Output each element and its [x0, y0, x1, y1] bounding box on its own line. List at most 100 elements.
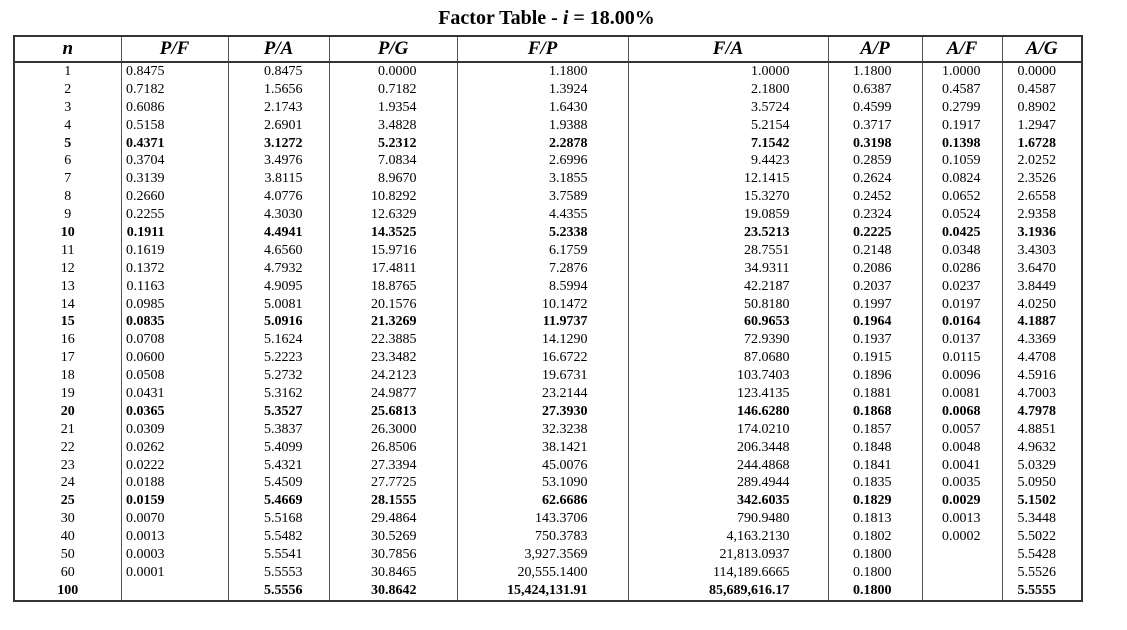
cell-f-a: 289.4944: [628, 474, 829, 493]
cell-a-g: 5.0329: [1017, 457, 1057, 473]
cell-p-g: 24.2123: [329, 367, 458, 386]
cell-n: 20: [14, 402, 122, 421]
cell-p-a: 5.3527: [228, 402, 330, 421]
cell-f-p: 2.2878: [457, 134, 629, 153]
cell-a-p: 0.1829: [828, 492, 923, 511]
cell-f-a: 23.5213: [628, 224, 829, 242]
cell-p-f: 0.1163: [121, 277, 229, 296]
cell-p-f: 0.2660: [121, 188, 229, 207]
cell-a-f: 0.0013: [922, 510, 1003, 529]
cell-a-f: 0.1917: [922, 116, 1003, 135]
cell-p-g: 18.8765: [329, 277, 458, 296]
cell-f-p: 23.2144: [457, 385, 629, 403]
cell-a-p: 0.1964: [828, 313, 923, 332]
cell-p-a: 4.3030: [228, 206, 330, 225]
cell-n: 18: [14, 367, 122, 386]
cell-f-a: 3.5724: [628, 98, 829, 117]
cell-f-a: 19.0859: [628, 206, 829, 225]
cell-f-p: 53.1090: [457, 474, 629, 493]
cell-f-a: 114,189.6665: [628, 563, 829, 582]
cell-f-a: 103.7403: [628, 367, 829, 386]
cell-a-p: 0.2324: [828, 206, 923, 225]
cell-f-a: 146.6280: [628, 402, 829, 421]
cell-a-p: 0.1915: [828, 349, 923, 368]
cell-p-a: 5.5553: [228, 563, 330, 582]
cell-a-f: 0.0137: [922, 331, 1003, 350]
cell-f-p: 5.2338: [457, 224, 629, 242]
cell-f-a: 42.2187: [628, 277, 829, 296]
cell-p-a: 5.5482: [228, 528, 330, 547]
cell-a-g: 4.5916: [1017, 368, 1057, 384]
cell-p-a: 5.2223: [228, 349, 330, 368]
cell-f-p: 3.7589: [457, 188, 629, 207]
cell-f-a: 50.8180: [628, 295, 829, 314]
cell-f-p: 20,555.1400: [457, 563, 629, 582]
cell-p-f: 0.0262: [121, 438, 229, 457]
cell-n: 8: [14, 188, 122, 207]
cell-p-a: 4.6560: [228, 241, 330, 260]
cell-n: 1: [14, 62, 122, 81]
cell-p-f: 0.0013: [121, 528, 229, 547]
cell-p-f: 0.0159: [121, 492, 229, 511]
cell-f-p: 10.1472: [457, 295, 629, 314]
table-row: 1 0.8475 0.8475 0.0000 1.1800 1.0000 1.1800 1.0…: [14, 62, 1082, 81]
cell-p-f: 0.0431: [121, 385, 229, 403]
cell-p-a: 5.4669: [228, 492, 330, 511]
cell-p-f: 0.5158: [121, 116, 229, 135]
cell-p-f: 0.0508: [121, 367, 229, 386]
cell-p-f: 0.6086: [121, 98, 229, 117]
cell-a-f: 0.1059: [922, 152, 1003, 171]
cell-f-p: 8.5994: [457, 277, 629, 296]
cell-n: 60: [14, 563, 122, 582]
cell-f-a: 60.9653: [628, 313, 829, 332]
cell-p-f: 0.0600: [121, 349, 229, 368]
cell-p-f: 0.1911: [121, 224, 229, 242]
cell-f-p: 27.3930: [457, 402, 629, 421]
cell-a-f: 0.0041: [922, 456, 1003, 475]
table-row: 23 0.0222 5.4321 27.3394 45.0076 244.4868 0.18…: [14, 456, 1082, 475]
table-row: 10 0.1911 4.4941 14.3525 5.2338 23.5213 0.2225…: [14, 224, 1082, 242]
cell-a-p: 0.2225: [828, 224, 923, 242]
cell-n: 19: [14, 385, 122, 403]
cell-a-g: 4.7978: [1017, 403, 1057, 419]
cell-n: 7: [14, 170, 122, 189]
cell-a-p: 0.3717: [828, 116, 923, 135]
column-header-p-f: P/F: [121, 36, 229, 63]
cell-f-a: 174.0210: [628, 420, 829, 439]
cell-a-p: 0.2859: [828, 152, 923, 171]
cell-p-g: 26.8506: [329, 438, 458, 457]
cell-f-a: 790.9480: [628, 510, 829, 529]
cell-p-g: 25.6813: [329, 402, 458, 421]
cell-p-g: 29.4864: [329, 510, 458, 529]
table-row: 30 0.0070 5.5168 29.4864 143.3706 790.9480 0.1…: [14, 510, 1082, 529]
cell-a-g: 2.0252: [1017, 153, 1057, 169]
cell-n: 14: [14, 295, 122, 314]
cell-a-g: 2.6558: [1017, 189, 1057, 205]
cell-a-f: 0.0286: [922, 259, 1003, 278]
table-row: 9 0.2255 4.3030 12.6329 4.4355 19.0859 0.2324 0…: [14, 206, 1082, 225]
cell-a-f: 0.0652: [922, 188, 1003, 207]
cell-a-g: 4.4708: [1017, 350, 1057, 366]
cell-p-f: 0.3704: [121, 152, 229, 171]
cell-p-g: 30.7856: [329, 546, 458, 564]
cell-p-f: 0.0708: [121, 331, 229, 350]
cell-a-p: 0.2148: [828, 241, 923, 260]
cell-a-g: 5.3448: [1017, 511, 1057, 527]
cell-a-p: 0.1997: [828, 295, 923, 314]
cell-n: 13: [14, 277, 122, 296]
cell-a-f: 0.0081: [922, 385, 1003, 403]
column-header-a-g: A/G: [1002, 36, 1082, 63]
cell-f-a: 72.9390: [628, 331, 829, 350]
cell-p-a: 4.9095: [228, 277, 330, 296]
cell-a-g: 4.9632: [1017, 439, 1057, 455]
table-row: 2 0.7182 1.5656 0.7182 1.3924 2.1800 0.6387 0.4…: [14, 80, 1082, 99]
cell-p-g: 21.3269: [329, 313, 458, 332]
cell-a-f: 0.0115: [922, 349, 1003, 368]
cell-a-p: 0.2452: [828, 188, 923, 207]
cell-p-g: 28.1555: [329, 492, 458, 511]
table-row: 8 0.2660 4.0776 10.8292 3.7589 15.3270 0.2452 0…: [14, 188, 1082, 207]
cell-p-f: 0.0222: [121, 456, 229, 475]
cell-a-f: 0.2799: [922, 98, 1003, 117]
cell-p-a: 0.8475: [228, 62, 330, 81]
cell-n: 17: [14, 349, 122, 368]
